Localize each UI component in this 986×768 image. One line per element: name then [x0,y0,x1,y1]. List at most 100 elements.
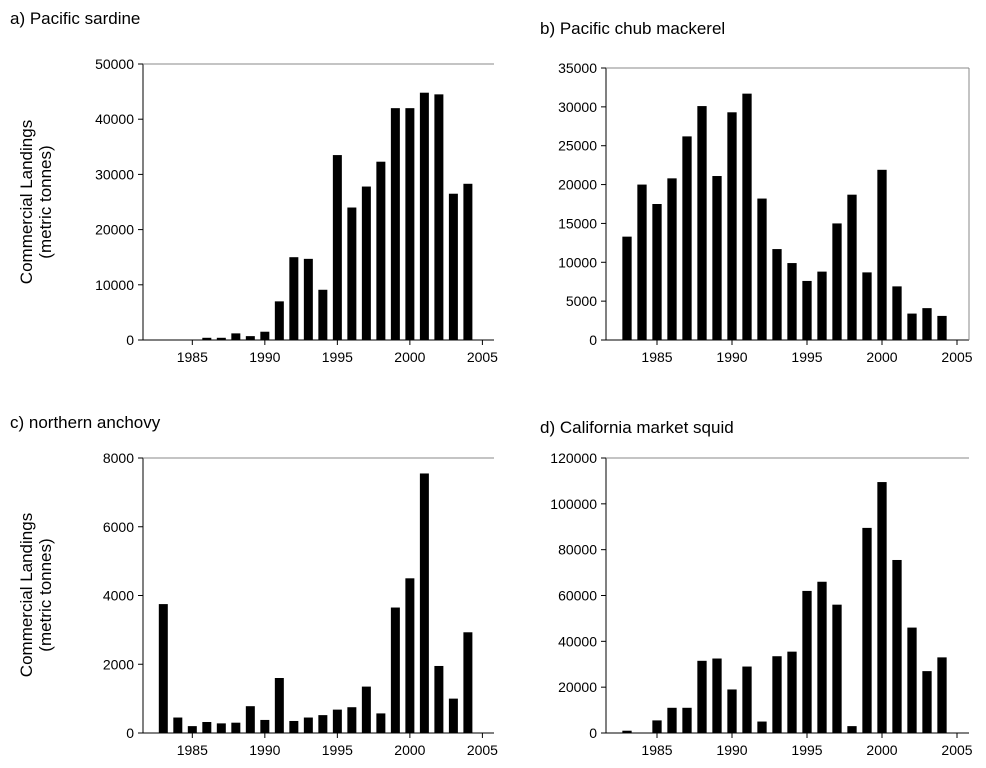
bar-2004 [937,657,947,733]
bar-1989 [245,706,255,733]
y-tick-label: 0 [126,332,134,348]
bar-1997 [361,186,371,340]
bar-1992 [757,198,767,340]
y-tick-label: 4000 [103,588,134,604]
y-tick-label: 20000 [95,222,134,238]
bar-2003 [922,671,932,733]
bar-1997 [832,604,842,733]
bar-1997 [832,223,842,340]
x-tick-label: 1995 [322,742,353,758]
x-tick-label: 1995 [322,349,353,365]
y-tick-label: 10000 [558,254,597,270]
y-axis-label: Commercial Landings [17,120,36,284]
bar-2003 [448,193,458,340]
y-tick-label: 100000 [550,496,597,512]
bar-1995 [802,280,812,340]
x-tick-label: 1995 [791,742,822,758]
bar-1983 [622,236,632,340]
bar-2002 [907,313,917,340]
bar-2003 [922,308,932,340]
bar-2003 [448,698,458,733]
bar-1991 [742,666,752,733]
chart-panel-4: d) California market squid 0 20000 40000 600… [540,418,973,758]
bar-1989 [245,336,255,340]
bar-1999 [390,607,400,733]
x-tick-label: 2005 [467,349,498,365]
bar-1986 [667,178,677,340]
bar-1996 [347,707,357,733]
bar-1988 [231,333,241,340]
chart-panel-1: a) Pacific sardine Commercial Landings (me… [10,9,498,365]
bar-1994 [787,263,797,340]
bar-2002 [434,665,444,733]
bar-1996 [817,581,827,733]
bar-1994 [787,651,797,733]
bar-1989 [712,176,722,340]
y-tick-label: 30000 [558,99,597,115]
bar-1985 [187,726,197,733]
y-tick-label: 50000 [95,56,134,72]
y-tick-label: 0 [589,332,597,348]
y-tick-label: 25000 [558,138,597,154]
bar-1988 [697,660,707,733]
x-tick-label: 2005 [941,349,972,365]
bar-1991 [274,678,284,733]
bar-1996 [347,207,357,340]
y-axis-label: (metric tonnes) [36,538,55,651]
x-tick-label: 1985 [177,349,208,365]
bar-1993 [772,656,782,733]
bar-1993 [303,717,313,733]
bar-1999 [390,108,400,340]
bar-1986 [202,722,212,733]
bar-1994 [318,715,328,733]
y-tick-label: 0 [126,725,134,741]
y-tick-label: 20000 [558,679,597,695]
x-tick-label: 2000 [394,742,425,758]
bar-2000 [877,169,887,340]
bar-1985 [652,204,662,340]
x-tick-label: 1985 [177,742,208,758]
x-tick-label: 1990 [716,349,747,365]
x-tick-label: 1990 [716,742,747,758]
x-tick-label: 1990 [249,742,280,758]
bar-1992 [757,721,767,733]
x-tick-label: 2000 [866,742,897,758]
bar-1998 [847,726,857,733]
bar-1993 [303,258,313,340]
bar-1995 [332,155,342,340]
x-tick-label: 1990 [249,349,280,365]
bar-1995 [332,709,342,733]
bar-2002 [434,94,444,340]
bar-1987 [682,707,692,733]
bar-1998 [847,194,857,340]
y-tick-label: 6000 [103,519,134,535]
bar-1990 [260,331,270,340]
bar-1986 [202,337,212,340]
bar-1999 [862,272,872,340]
bar-2001 [419,473,429,733]
bar-1991 [742,93,752,340]
x-tick-label: 1985 [641,349,672,365]
y-tick-label: 10000 [95,277,134,293]
x-tick-label: 2000 [866,349,897,365]
bar-1983 [158,604,168,733]
y-axis-label: Commercial Landings [17,513,36,677]
y-tick-label: 120000 [550,450,597,466]
chart-title: b) Pacific chub mackerel [540,19,725,38]
bar-1991 [274,301,284,340]
y-tick-label: 80000 [558,542,597,558]
bar-1985 [652,720,662,733]
bar-1999 [862,527,872,733]
x-tick-label: 2000 [394,349,425,365]
chart-panel-3: c) northern anchovy Commercial Landings (m… [10,413,498,758]
bar-1987 [216,337,226,340]
bar-1984 [637,184,647,340]
x-tick-label: 1985 [641,742,672,758]
bar-1988 [231,722,241,733]
bar-2004 [937,315,947,340]
bar-2000 [405,108,415,340]
bar-2001 [419,92,429,340]
y-tick-label: 30000 [95,166,134,182]
y-tick-label: 5000 [566,293,597,309]
bar-2004 [463,183,473,340]
